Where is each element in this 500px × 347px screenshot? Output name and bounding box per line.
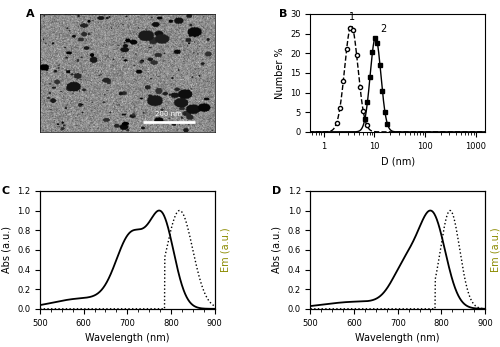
Y-axis label: Em (a.u.): Em (a.u.) [490, 228, 500, 272]
Text: D: D [272, 186, 281, 196]
Y-axis label: Abs (a.u.): Abs (a.u.) [272, 226, 282, 273]
Text: A: A [26, 9, 34, 19]
Text: 1: 1 [350, 12, 356, 22]
Text: 2: 2 [380, 24, 386, 34]
Y-axis label: Number %: Number % [274, 47, 284, 99]
Y-axis label: Abs (a.u.): Abs (a.u.) [2, 226, 12, 273]
Y-axis label: Em (a.u.): Em (a.u.) [220, 228, 230, 272]
X-axis label: Wavelength (nm): Wavelength (nm) [356, 333, 440, 343]
Text: B: B [279, 9, 287, 19]
X-axis label: D (nm): D (nm) [380, 156, 415, 166]
Text: C: C [2, 186, 10, 196]
X-axis label: Wavelength (nm): Wavelength (nm) [85, 333, 170, 343]
Text: 200 nm: 200 nm [156, 111, 182, 117]
